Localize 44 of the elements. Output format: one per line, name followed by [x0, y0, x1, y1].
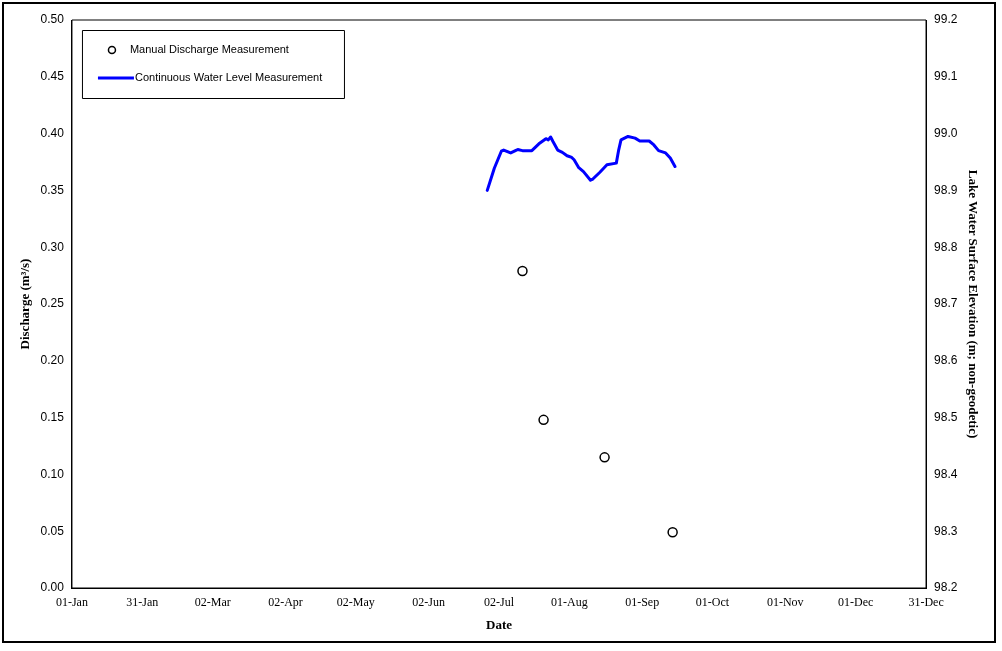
x-tick-label: 31-Jan	[126, 595, 159, 610]
y2-tick-label: 98.2	[934, 580, 958, 595]
x-axis-title: Date	[486, 616, 513, 632]
point	[667, 527, 678, 538]
point	[517, 265, 528, 277]
legend-label: Manual Discharge Measurement	[129, 43, 289, 56]
y2-tick-label: 98.5	[934, 409, 958, 424]
point	[538, 414, 549, 426]
y2-tick-label: 98.8	[934, 239, 958, 254]
x-tick-label: 01-Aug	[551, 595, 588, 610]
y2-tick-label: 99.1	[934, 69, 958, 84]
x-tick-label: 01-Oct	[695, 595, 730, 610]
y2-axis-title: Lake Water Surface Elevation (m; non-geodetic)	[965, 169, 981, 439]
y-tick-label: 0.20	[40, 353, 65, 368]
y-tick-label: 0.45	[40, 69, 65, 84]
x-tick-label: 02-Jul	[484, 595, 515, 610]
x-tick-label: 02-Mar	[194, 595, 231, 610]
y2-tick-label: 98.9	[934, 182, 958, 197]
point	[599, 452, 610, 463]
y2-tick-label: 98.3	[934, 523, 958, 538]
y-tick-label: 0.30	[40, 239, 65, 254]
x-tick-label: 01-Dec	[837, 595, 874, 610]
y2-tick-label: 98.4	[934, 466, 958, 481]
y-tick-label: 0.40	[40, 125, 65, 140]
y2-tick-label: 98.7	[934, 296, 958, 311]
legend-label: Continuous Water Level Measurement	[134, 71, 323, 84]
y-tick-label: 0.00	[40, 580, 65, 595]
x-tick-label: 01-Jan	[55, 595, 88, 610]
y2-tick-label: 99.0	[934, 125, 958, 140]
y-tick-label: 0.50	[40, 12, 65, 27]
y-tick-label: 0.10	[40, 466, 65, 481]
x-tick-label: 31-Dec	[908, 595, 944, 610]
x-tick-label: 02-May	[336, 595, 375, 610]
x-tick-label: 01-Nov	[766, 595, 804, 610]
x-tick-label: 02-Apr	[268, 595, 303, 610]
x-tick-label: 01-Sep	[625, 595, 660, 610]
y-tick-label: 0.15	[40, 409, 65, 424]
y2-tick-label: 98.6	[934, 353, 958, 368]
y-axis-title: Discharge (m³/s)	[17, 258, 33, 350]
y2-tick-label: 99.2	[934, 12, 958, 27]
x-tick-label: 02-Jun	[412, 595, 445, 610]
y-tick-label: 0.25	[40, 296, 65, 311]
y-tick-label: 0.05	[40, 523, 65, 538]
y-tick-label: 0.35	[40, 182, 65, 197]
